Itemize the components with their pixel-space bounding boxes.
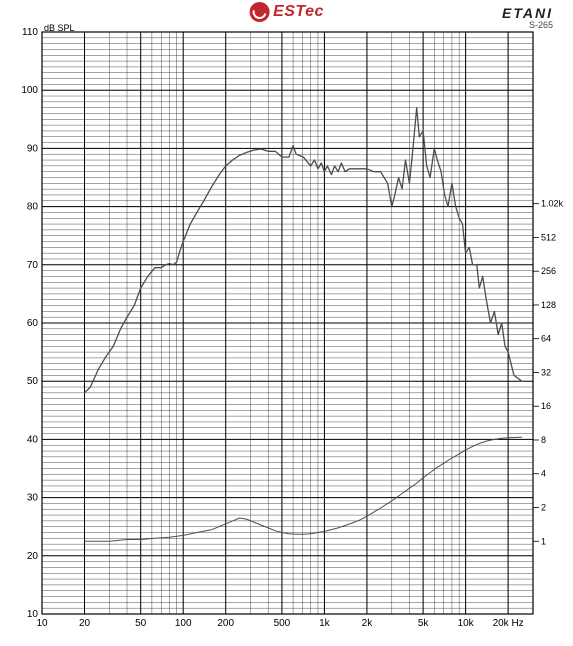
- svg-text:512: 512: [541, 232, 556, 242]
- svg-text:5k: 5k: [418, 618, 430, 629]
- svg-text:20: 20: [79, 618, 91, 629]
- logo-icon: [249, 2, 269, 22]
- svg-text:128: 128: [541, 300, 556, 310]
- frequency-response-chart: 102030405060708090100110dB SPL1020501002…: [8, 24, 565, 642]
- svg-text:32: 32: [541, 367, 551, 377]
- svg-text:64: 64: [541, 334, 551, 344]
- brand-label: ETANI: [502, 5, 553, 21]
- svg-text:1k: 1k: [319, 618, 331, 629]
- svg-text:80: 80: [27, 202, 39, 213]
- svg-text:8: 8: [541, 435, 546, 445]
- svg-text:70: 70: [27, 260, 39, 271]
- svg-text:4: 4: [541, 469, 546, 479]
- svg-text:200: 200: [217, 618, 234, 629]
- svg-text:90: 90: [27, 143, 39, 154]
- svg-text:50: 50: [135, 618, 147, 629]
- svg-text:40: 40: [27, 434, 39, 445]
- svg-text:10k: 10k: [458, 618, 475, 629]
- svg-text:20k Hz: 20k Hz: [493, 618, 524, 629]
- svg-text:dB SPL: dB SPL: [44, 24, 75, 33]
- svg-text:256: 256: [541, 266, 556, 276]
- svg-text:100: 100: [175, 618, 192, 629]
- svg-text:20: 20: [27, 551, 39, 562]
- svg-text:2k: 2k: [362, 618, 374, 629]
- logo: ESTec: [249, 2, 324, 22]
- svg-text:1.02k: 1.02k: [541, 199, 564, 209]
- svg-text:500: 500: [274, 618, 291, 629]
- svg-text:2: 2: [541, 502, 546, 512]
- svg-text:10: 10: [36, 618, 48, 629]
- svg-text:110: 110: [22, 27, 38, 38]
- svg-text:100: 100: [21, 85, 38, 96]
- svg-text:1: 1: [541, 536, 546, 546]
- svg-text:60: 60: [27, 318, 39, 329]
- svg-text:16: 16: [541, 401, 551, 411]
- logo-text: ESTec: [273, 3, 324, 21]
- svg-text:50: 50: [27, 376, 39, 387]
- svg-text:30: 30: [27, 493, 39, 504]
